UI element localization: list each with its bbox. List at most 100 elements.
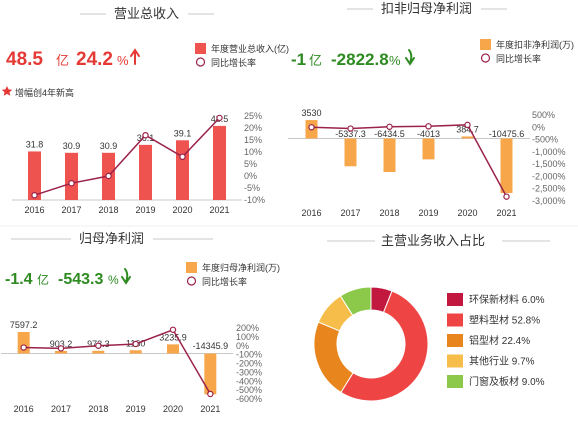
- x-tick-label: 2017: [340, 208, 360, 218]
- y2-tick-label: 15%: [244, 135, 262, 145]
- bar-value-label: 903.2: [50, 339, 73, 349]
- y2-tick-label: 0%: [532, 122, 545, 132]
- bar: [344, 138, 357, 167]
- pie-legend-label: 铝型材 22.4%: [469, 334, 530, 347]
- y2-tick-label: -10%: [244, 195, 265, 205]
- legend-swatch: [447, 313, 463, 327]
- bar: [176, 140, 189, 200]
- growth-point: [503, 193, 510, 200]
- summary-pct: 24.2: [76, 49, 113, 70]
- y2-tick-label: -500%: [532, 135, 558, 145]
- y2-tick-label: 10%: [244, 147, 262, 157]
- summary-value: -1: [291, 50, 306, 69]
- legend-bar-swatch: [195, 43, 206, 54]
- donut-slice: [313, 321, 354, 394]
- bar: [28, 151, 41, 200]
- bar-value-label: -10475.6: [489, 129, 525, 139]
- legend-swatch: [447, 293, 463, 306]
- growth-line: [311, 124, 508, 198]
- legend-line-label: 同比增长率: [496, 53, 541, 64]
- growth-line: [23, 328, 211, 395]
- y2-tick-label: 0%: [244, 171, 257, 181]
- y2-tick-label: -3,000%: [532, 196, 566, 206]
- x-tick-label: 2017: [61, 205, 81, 215]
- summary-value: 48.5: [6, 49, 43, 70]
- star-icon: [1, 86, 13, 96]
- bar: [422, 138, 435, 160]
- x-tick-label: 2020: [457, 208, 477, 218]
- donut-slice: [339, 286, 372, 316]
- panel-title: 归母净利润: [79, 231, 144, 246]
- pie-legend-label: 门窗及板材 9.0%: [469, 375, 545, 388]
- legend-bar-label: 年度营业总收入(亿): [211, 43, 289, 54]
- bar-value-label: 30.9: [63, 141, 81, 151]
- y2-tick-label: -600%: [236, 394, 262, 404]
- x-tick-label: 2019: [126, 404, 146, 414]
- panel-title: 主营业务收入占比: [381, 233, 485, 248]
- growth-point: [57, 345, 65, 352]
- summary-pct-unit: %: [108, 273, 119, 287]
- legend-line-marker: [195, 57, 206, 67]
- arrow-up-icon: [130, 48, 140, 65]
- growth-point: [308, 124, 315, 131]
- panel-title: 扣非归母净利润: [381, 1, 472, 16]
- bar-value-label: 39.1: [174, 128, 192, 138]
- bar: [500, 138, 513, 194]
- summary-pct: -543.3: [58, 271, 103, 288]
- growth-point: [31, 191, 38, 199]
- bar-value-label: 3530: [301, 108, 321, 118]
- growth-point: [425, 123, 432, 130]
- bar-value-label: 31.8: [26, 139, 44, 149]
- x-tick-label: 2018: [379, 208, 399, 218]
- y2-tick-label: -5%: [244, 183, 260, 193]
- bar-value-label: 3235.9: [159, 332, 187, 342]
- growth-point: [20, 344, 27, 351]
- pie-legend-label: 其他行业 9.7%: [469, 355, 535, 368]
- legend-swatch: [447, 354, 463, 368]
- y2-tick-label: 0%: [236, 341, 249, 351]
- y2-tick-label: -1,500%: [532, 159, 566, 169]
- bar: [213, 125, 226, 200]
- y2-tick-label: 20%: [244, 123, 262, 133]
- summary-pct-unit: %: [389, 53, 401, 68]
- summary-unit: 亿: [309, 53, 322, 68]
- bar: [139, 144, 152, 200]
- growth-point: [95, 342, 102, 349]
- bar: [383, 138, 396, 172]
- pie-legend-label: 环保新材料 6.0%: [469, 293, 545, 306]
- growth-point: [179, 153, 186, 160]
- bar: [204, 353, 217, 395]
- bar-value-label: -6434.5: [374, 129, 405, 139]
- x-tick-label: 2021: [496, 208, 516, 218]
- x-tick-label: 2018: [98, 205, 118, 215]
- bar-value-label: -5337.3: [335, 129, 366, 139]
- legend-line-marker: [480, 53, 491, 63]
- pie-legend-label: 塑料型材 52.8%: [469, 314, 540, 327]
- x-tick-label: 2020: [172, 205, 192, 215]
- growth-point: [169, 326, 177, 333]
- y2-tick-label: 500%: [532, 110, 555, 120]
- x-tick-label: 2016: [24, 205, 44, 215]
- bar: [65, 152, 78, 200]
- legend-bar-label: 年度归母净利润(万): [202, 262, 280, 273]
- bar-value-label: -14345.9: [193, 341, 229, 351]
- growth-line: [34, 117, 221, 196]
- legend-bar-swatch: [186, 262, 197, 273]
- y2-tick-label: -300%: [236, 367, 262, 377]
- bar-value-label: 384.7: [456, 124, 479, 134]
- summary-pct-unit: %: [117, 53, 129, 68]
- panel-title: 营业总收入: [114, 6, 179, 21]
- growth-point: [132, 340, 139, 348]
- y2-tick-label: -100%: [236, 350, 262, 360]
- y2-tick-label: 25%: [244, 111, 262, 121]
- y2-tick-label: -2,000%: [532, 171, 566, 181]
- legend-bar-swatch: [480, 39, 491, 50]
- x-tick-label: 2018: [88, 404, 108, 414]
- x-tick-label: 2019: [418, 208, 438, 218]
- x-tick-label: 2019: [135, 205, 155, 215]
- growth-point: [386, 123, 393, 130]
- bar: [92, 350, 105, 354]
- summary-unit: 亿: [56, 53, 69, 68]
- legend-line-marker: [186, 276, 197, 286]
- donut-slice: [340, 290, 429, 402]
